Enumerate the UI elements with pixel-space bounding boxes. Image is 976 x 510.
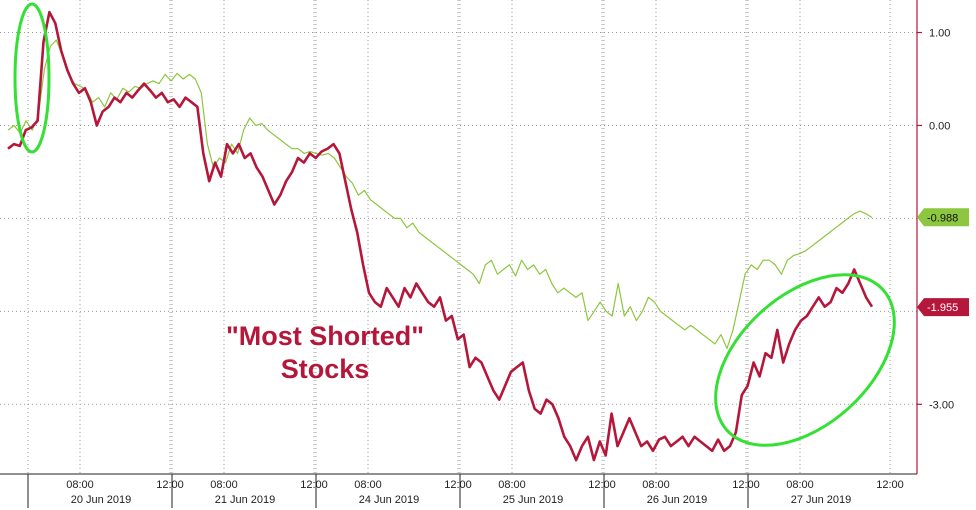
series-line-1 <box>7 10 874 462</box>
x-tick-label: 12:00 <box>444 479 472 491</box>
badge-shape <box>917 298 969 317</box>
y-tick-label: 0.00 <box>929 120 950 132</box>
series-lines <box>7 10 874 462</box>
x-date-label: 27 Jun 2019 <box>791 494 852 506</box>
x-tick-label: 12:00 <box>732 479 760 491</box>
x-tick-label: 12:00 <box>876 479 904 491</box>
x-date-label: 25 Jun 2019 <box>503 494 564 506</box>
last-value-badge-1: -1.955 <box>917 298 969 317</box>
x-tick-label: 08:00 <box>786 479 814 491</box>
x-tick-label: 08:00 <box>642 479 670 491</box>
x-tick-label: 08:00 <box>66 479 94 491</box>
annotation-line-2: Stocks <box>281 354 370 384</box>
x-date-label: 26 Jun 2019 <box>647 494 708 506</box>
y-axis: 1.00 0.00 -3.00 <box>916 0 954 474</box>
highlight-ellipses <box>13 2 896 447</box>
annotation-line-1: "Most Shorted" <box>226 321 424 351</box>
x-tick-label: 12:00 <box>156 479 184 491</box>
x-date-label: 21 Jun 2019 <box>215 494 276 506</box>
last-value-badge-0: -0.988 <box>917 208 969 227</box>
x-date-label: 20 Jun 2019 <box>71 494 132 506</box>
highlight-ellipse-end <box>714 273 896 447</box>
highlight-ellipse-start <box>13 2 51 154</box>
last-value-badges: -0.988 -1.955 <box>917 208 969 317</box>
x-tick-label: 08:00 <box>354 479 382 491</box>
y-tick-label: -3.00 <box>929 399 954 411</box>
x-tick-label: 08:00 <box>210 479 238 491</box>
x-tick-label: 12:00 <box>588 479 616 491</box>
badge-value: -0.988 <box>927 212 958 224</box>
series-line-0 <box>7 39 873 350</box>
x-axis: 08:00 12:00 20 Jun 2019 08:00 12:00 21 Jun 20… <box>0 473 917 508</box>
x-tick-label: 08:00 <box>498 479 526 491</box>
x-date-label: 24 Jun 2019 <box>359 494 420 506</box>
grid-lines <box>0 0 917 474</box>
badge-value: -1.955 <box>927 302 958 314</box>
y-tick-label: 1.00 <box>929 28 950 40</box>
x-tick-label: 12:00 <box>300 479 328 491</box>
badge-shape <box>917 208 969 227</box>
